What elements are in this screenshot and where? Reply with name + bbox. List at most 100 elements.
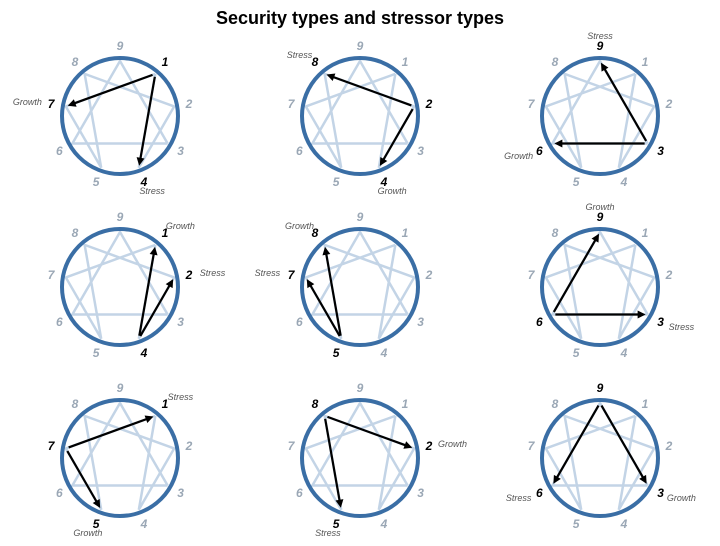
- point-label-2: 2: [186, 97, 193, 111]
- point-label-3: 3: [657, 144, 664, 158]
- point-label-2: 2: [186, 268, 193, 282]
- enneagram-svg: [0, 33, 240, 199]
- point-label-8: 8: [552, 226, 559, 240]
- point-label-9: 9: [117, 381, 124, 395]
- stress-label: Stress: [168, 392, 194, 402]
- point-label-4: 4: [621, 346, 628, 360]
- point-label-1: 1: [642, 55, 649, 69]
- growth-label: Growth: [438, 439, 467, 449]
- point-label-7: 7: [528, 268, 535, 282]
- point-label-8: 8: [72, 55, 79, 69]
- point-label-6: 6: [296, 144, 303, 158]
- enneagram-panel-type-8: 123456789StressGrowth: [240, 375, 480, 546]
- growth-label: Growth: [667, 493, 696, 503]
- growth-label: Growth: [13, 97, 42, 107]
- point-label-1: 1: [162, 55, 169, 69]
- stress-label: Stress: [139, 186, 165, 196]
- point-label-3: 3: [177, 486, 184, 500]
- point-label-7: 7: [288, 97, 295, 111]
- point-label-7: 7: [288, 439, 295, 453]
- enneagram-svg: [240, 33, 480, 199]
- point-label-8: 8: [552, 397, 559, 411]
- point-label-4: 4: [381, 517, 388, 531]
- enneagram-panel-type-6: 123456789StressGrowth: [480, 204, 720, 375]
- point-label-9: 9: [597, 39, 604, 53]
- point-label-6: 6: [296, 315, 303, 329]
- page-title: Security types and stressor types: [0, 0, 720, 33]
- enneagram-panel-type-2: 123456789StressGrowth: [240, 33, 480, 204]
- point-label-5: 5: [573, 175, 580, 189]
- enneagram-svg: [240, 204, 480, 370]
- point-label-3: 3: [177, 315, 184, 329]
- point-label-7: 7: [288, 268, 295, 282]
- point-label-9: 9: [357, 210, 364, 224]
- point-label-1: 1: [402, 55, 409, 69]
- point-label-1: 1: [402, 397, 409, 411]
- growth-label: Growth: [73, 528, 102, 538]
- point-label-6: 6: [56, 144, 63, 158]
- point-label-5: 5: [333, 346, 340, 360]
- stress-label: Stress: [287, 50, 313, 60]
- point-label-2: 2: [666, 439, 673, 453]
- point-label-3: 3: [417, 144, 424, 158]
- growth-label: Growth: [166, 221, 195, 231]
- point-label-9: 9: [597, 210, 604, 224]
- point-label-2: 2: [426, 439, 433, 453]
- point-label-3: 3: [657, 486, 664, 500]
- point-label-6: 6: [536, 486, 543, 500]
- point-label-6: 6: [56, 315, 63, 329]
- point-label-2: 2: [666, 97, 673, 111]
- point-label-5: 5: [573, 517, 580, 531]
- point-label-8: 8: [312, 397, 319, 411]
- point-label-3: 3: [417, 315, 424, 329]
- growth-label: Growth: [585, 202, 614, 212]
- growth-label: Growth: [378, 186, 407, 196]
- point-label-4: 4: [621, 517, 628, 531]
- point-label-3: 3: [657, 315, 664, 329]
- point-label-3: 3: [417, 486, 424, 500]
- point-label-8: 8: [552, 55, 559, 69]
- point-label-6: 6: [536, 144, 543, 158]
- diagram-grid: 123456789StressGrowth 123456789StressGro…: [0, 33, 720, 533]
- enneagram-svg: [0, 375, 240, 541]
- enneagram-panel-type-7: 123456789StressGrowth: [0, 375, 240, 546]
- point-label-6: 6: [296, 486, 303, 500]
- enneagram-panel-type-3: 123456789StressGrowth: [480, 33, 720, 204]
- point-label-2: 2: [426, 97, 433, 111]
- enneagram-panel-type-5: 123456789StressGrowth: [240, 204, 480, 375]
- enneagram-panel-type-9: 123456789StressGrowth: [480, 375, 720, 546]
- stress-label: Stress: [587, 31, 613, 41]
- point-label-2: 2: [186, 439, 193, 453]
- point-label-9: 9: [117, 210, 124, 224]
- point-label-9: 9: [597, 381, 604, 395]
- growth-label: Growth: [504, 151, 533, 161]
- enneagram-svg: [480, 375, 720, 541]
- point-label-9: 9: [117, 39, 124, 53]
- point-label-4: 4: [141, 346, 148, 360]
- point-label-3: 3: [177, 144, 184, 158]
- point-label-6: 6: [536, 315, 543, 329]
- point-label-2: 2: [426, 268, 433, 282]
- enneagram-panel-type-4: 123456789StressGrowth: [0, 204, 240, 375]
- point-label-8: 8: [72, 397, 79, 411]
- point-label-5: 5: [93, 346, 100, 360]
- growth-label: Growth: [285, 221, 314, 231]
- point-label-6: 6: [56, 486, 63, 500]
- point-label-7: 7: [48, 268, 55, 282]
- point-label-9: 9: [357, 381, 364, 395]
- point-label-9: 9: [357, 39, 364, 53]
- stress-label: Stress: [255, 268, 281, 278]
- point-label-7: 7: [48, 439, 55, 453]
- stress-label: Stress: [315, 528, 341, 538]
- point-label-1: 1: [642, 226, 649, 240]
- stress-label: Stress: [200, 268, 226, 278]
- point-label-7: 7: [48, 97, 55, 111]
- point-label-1: 1: [402, 226, 409, 240]
- point-label-4: 4: [141, 517, 148, 531]
- point-label-1: 1: [642, 397, 649, 411]
- point-label-8: 8: [72, 226, 79, 240]
- enneagram-svg: [240, 375, 480, 541]
- enneagram-svg: [480, 33, 720, 199]
- point-label-4: 4: [621, 175, 628, 189]
- point-label-7: 7: [528, 439, 535, 453]
